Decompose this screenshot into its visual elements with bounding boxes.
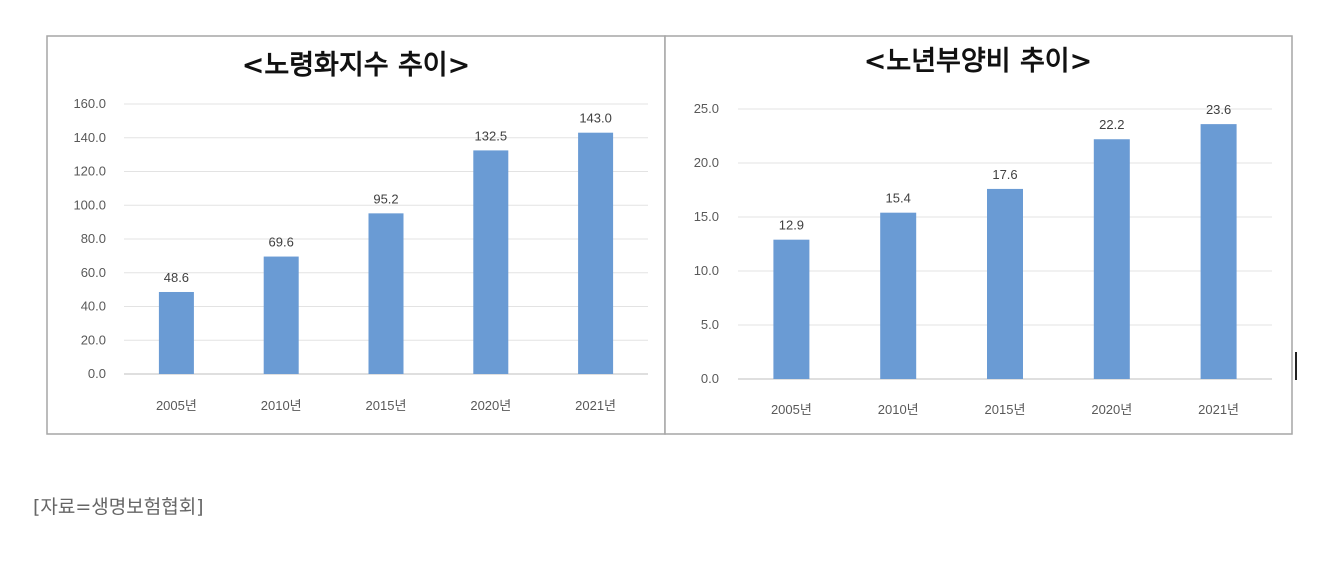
chart-frame-aging-index — [46, 35, 666, 435]
bar — [1200, 124, 1237, 380]
y-tick-label: 80.0 — [81, 231, 106, 246]
data-label: 17.6 — [992, 167, 1017, 182]
chart-frame-dependency-ratio — [664, 35, 1293, 435]
x-category-label: 2021년 — [575, 398, 616, 413]
x-category-label: 2010년 — [261, 398, 302, 413]
bar — [1093, 139, 1130, 379]
bar — [880, 212, 917, 379]
data-label: 143.0 — [579, 111, 612, 126]
bar — [158, 291, 194, 374]
x-category-label: 2021년 — [1198, 402, 1239, 417]
y-tick-label: 25.0 — [694, 101, 719, 116]
x-category-label: 2010년 — [878, 402, 919, 417]
data-label: 48.6 — [164, 270, 189, 285]
x-category-label: 2005년 — [771, 402, 812, 417]
x-category-label: 2015년 — [985, 402, 1026, 417]
data-label: 12.9 — [779, 218, 804, 233]
y-tick-label: 160.0 — [73, 96, 106, 111]
y-tick-label: 40.0 — [81, 299, 106, 314]
bar — [368, 213, 404, 374]
bar — [473, 150, 509, 374]
chart-aging-index: 0.0 20.0 40.0 60.0 80.0 100.0 120.0 140.0 160.0 4… — [73, 96, 648, 413]
y-tick-label: 100.0 — [73, 197, 106, 212]
chart-dependency-ratio: 0.0 5.0 10.0 15.0 20.0 25.0 12.9 2005년 15.4 2010년… — [694, 101, 1272, 417]
bar — [987, 188, 1023, 379]
data-label: 15.4 — [886, 191, 911, 206]
bar — [773, 239, 810, 379]
y-tick-label: 60.0 — [81, 265, 106, 280]
y-tick-label: 10.0 — [694, 263, 719, 278]
source-caption: [자료=생명보험협회] — [33, 496, 204, 518]
data-label: 132.5 — [475, 128, 508, 143]
y-tick-label: 5.0 — [701, 317, 719, 332]
y-tick-label: 140.0 — [73, 130, 106, 145]
y-tick-label: 0.0 — [88, 366, 106, 381]
y-tick-label: 20.0 — [81, 332, 106, 347]
data-label: 22.2 — [1099, 117, 1124, 132]
x-category-label: 2015년 — [366, 398, 407, 413]
bar — [578, 132, 614, 374]
y-tick-label: 20.0 — [694, 155, 719, 170]
x-category-label: 2020년 — [1091, 402, 1132, 417]
data-label: 23.6 — [1206, 102, 1231, 117]
chart-title-aging-index: <노령화지수 추이> — [242, 50, 471, 81]
x-category-label: 2005년 — [156, 398, 197, 413]
data-label: 95.2 — [373, 191, 398, 206]
charts-svg: <노령화지수 추이> 0.0 20.0 40.0 60.0 80.0 100.0 120.0… — [46, 35, 1297, 435]
x-category-label: 2020년 — [470, 398, 511, 413]
data-label: 69.6 — [269, 235, 294, 250]
y-tick-label: 0.0 — [701, 371, 719, 386]
charts-container: <노령화지수 추이> 0.0 20.0 40.0 60.0 80.0 100.0 120.0… — [46, 35, 1297, 435]
y-tick-label: 120.0 — [73, 164, 106, 179]
y-tick-label: 15.0 — [694, 209, 719, 224]
bar — [263, 256, 299, 374]
chart-title-dependency-ratio: <노년부양비 추이> — [864, 46, 1093, 77]
